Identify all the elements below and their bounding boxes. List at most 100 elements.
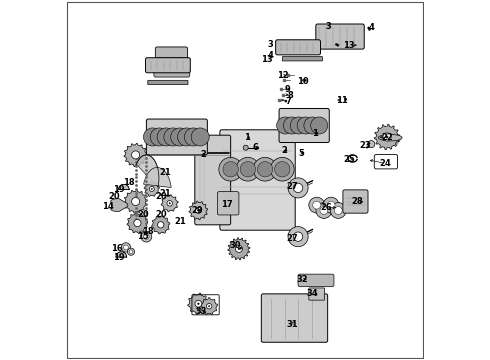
Polygon shape (201, 298, 218, 314)
Circle shape (144, 234, 149, 239)
FancyBboxPatch shape (279, 108, 329, 143)
Polygon shape (144, 167, 171, 188)
Polygon shape (116, 252, 126, 257)
Ellipse shape (380, 138, 400, 143)
FancyBboxPatch shape (154, 68, 190, 77)
Text: 3: 3 (325, 22, 331, 31)
Text: 4: 4 (267, 51, 273, 60)
Circle shape (290, 117, 307, 134)
Circle shape (270, 157, 294, 181)
Text: 18: 18 (123, 178, 135, 187)
Circle shape (368, 140, 375, 148)
Polygon shape (119, 184, 129, 190)
Circle shape (253, 157, 277, 181)
Polygon shape (188, 293, 209, 314)
Circle shape (368, 27, 370, 29)
Circle shape (132, 198, 140, 206)
FancyBboxPatch shape (298, 274, 334, 287)
Circle shape (334, 207, 342, 215)
Circle shape (330, 203, 346, 219)
Circle shape (236, 157, 260, 181)
Circle shape (198, 210, 200, 212)
Circle shape (184, 128, 202, 146)
Polygon shape (127, 212, 148, 234)
Polygon shape (111, 199, 128, 212)
Circle shape (151, 188, 152, 190)
Circle shape (320, 207, 328, 215)
Circle shape (294, 183, 303, 193)
Text: 4: 4 (369, 23, 375, 32)
Circle shape (164, 128, 182, 146)
Text: 10: 10 (296, 77, 308, 86)
Circle shape (195, 300, 202, 307)
Text: 34: 34 (307, 289, 318, 298)
Circle shape (316, 132, 318, 134)
Circle shape (327, 201, 335, 209)
FancyBboxPatch shape (218, 192, 239, 215)
Text: 3: 3 (267, 40, 273, 49)
Polygon shape (161, 195, 178, 212)
Circle shape (167, 201, 172, 206)
Text: 13: 13 (261, 55, 272, 64)
Circle shape (122, 243, 131, 252)
Circle shape (256, 147, 259, 149)
FancyBboxPatch shape (316, 24, 364, 49)
Text: 32: 32 (297, 275, 309, 284)
Ellipse shape (382, 141, 398, 145)
Circle shape (235, 245, 243, 252)
FancyBboxPatch shape (154, 58, 189, 67)
Text: 26: 26 (320, 203, 332, 212)
FancyBboxPatch shape (309, 288, 324, 300)
Text: 21: 21 (174, 217, 186, 226)
Text: 13: 13 (343, 41, 355, 50)
Text: 19: 19 (113, 185, 125, 194)
FancyBboxPatch shape (155, 47, 188, 58)
Polygon shape (151, 216, 170, 234)
Circle shape (158, 222, 164, 228)
Circle shape (203, 153, 205, 155)
Text: 20: 20 (155, 192, 167, 201)
Text: 2: 2 (201, 150, 207, 159)
Circle shape (386, 136, 388, 138)
Text: 18: 18 (143, 227, 154, 236)
Circle shape (294, 232, 303, 241)
Text: 33: 33 (196, 307, 207, 316)
Text: 20: 20 (137, 210, 148, 219)
Text: 1: 1 (312, 129, 318, 138)
Circle shape (301, 152, 303, 154)
Text: 21: 21 (160, 189, 172, 198)
FancyBboxPatch shape (148, 80, 188, 85)
Circle shape (171, 128, 189, 146)
Circle shape (337, 44, 339, 46)
Circle shape (297, 117, 314, 134)
Circle shape (134, 220, 141, 226)
Circle shape (149, 186, 154, 192)
Circle shape (197, 210, 199, 211)
Circle shape (223, 162, 238, 177)
Text: 6: 6 (253, 143, 259, 152)
Text: 1: 1 (244, 133, 250, 142)
Text: 17: 17 (220, 200, 232, 209)
Text: 24: 24 (380, 159, 392, 168)
Text: 27: 27 (286, 182, 298, 191)
Circle shape (344, 98, 347, 100)
Ellipse shape (378, 134, 402, 141)
Circle shape (191, 128, 209, 146)
Circle shape (323, 197, 339, 213)
Circle shape (304, 79, 306, 81)
Circle shape (240, 247, 242, 249)
Circle shape (208, 306, 210, 307)
Text: 5: 5 (299, 149, 305, 158)
Circle shape (309, 197, 324, 213)
Text: 20: 20 (108, 192, 120, 201)
Polygon shape (374, 124, 400, 150)
Text: 31: 31 (286, 320, 298, 329)
Circle shape (127, 248, 135, 255)
Circle shape (257, 162, 273, 177)
Circle shape (285, 100, 287, 102)
Circle shape (157, 128, 175, 146)
FancyBboxPatch shape (195, 135, 231, 225)
Text: 16: 16 (111, 244, 123, 253)
Text: 14: 14 (102, 202, 114, 211)
Text: 29: 29 (192, 206, 203, 215)
